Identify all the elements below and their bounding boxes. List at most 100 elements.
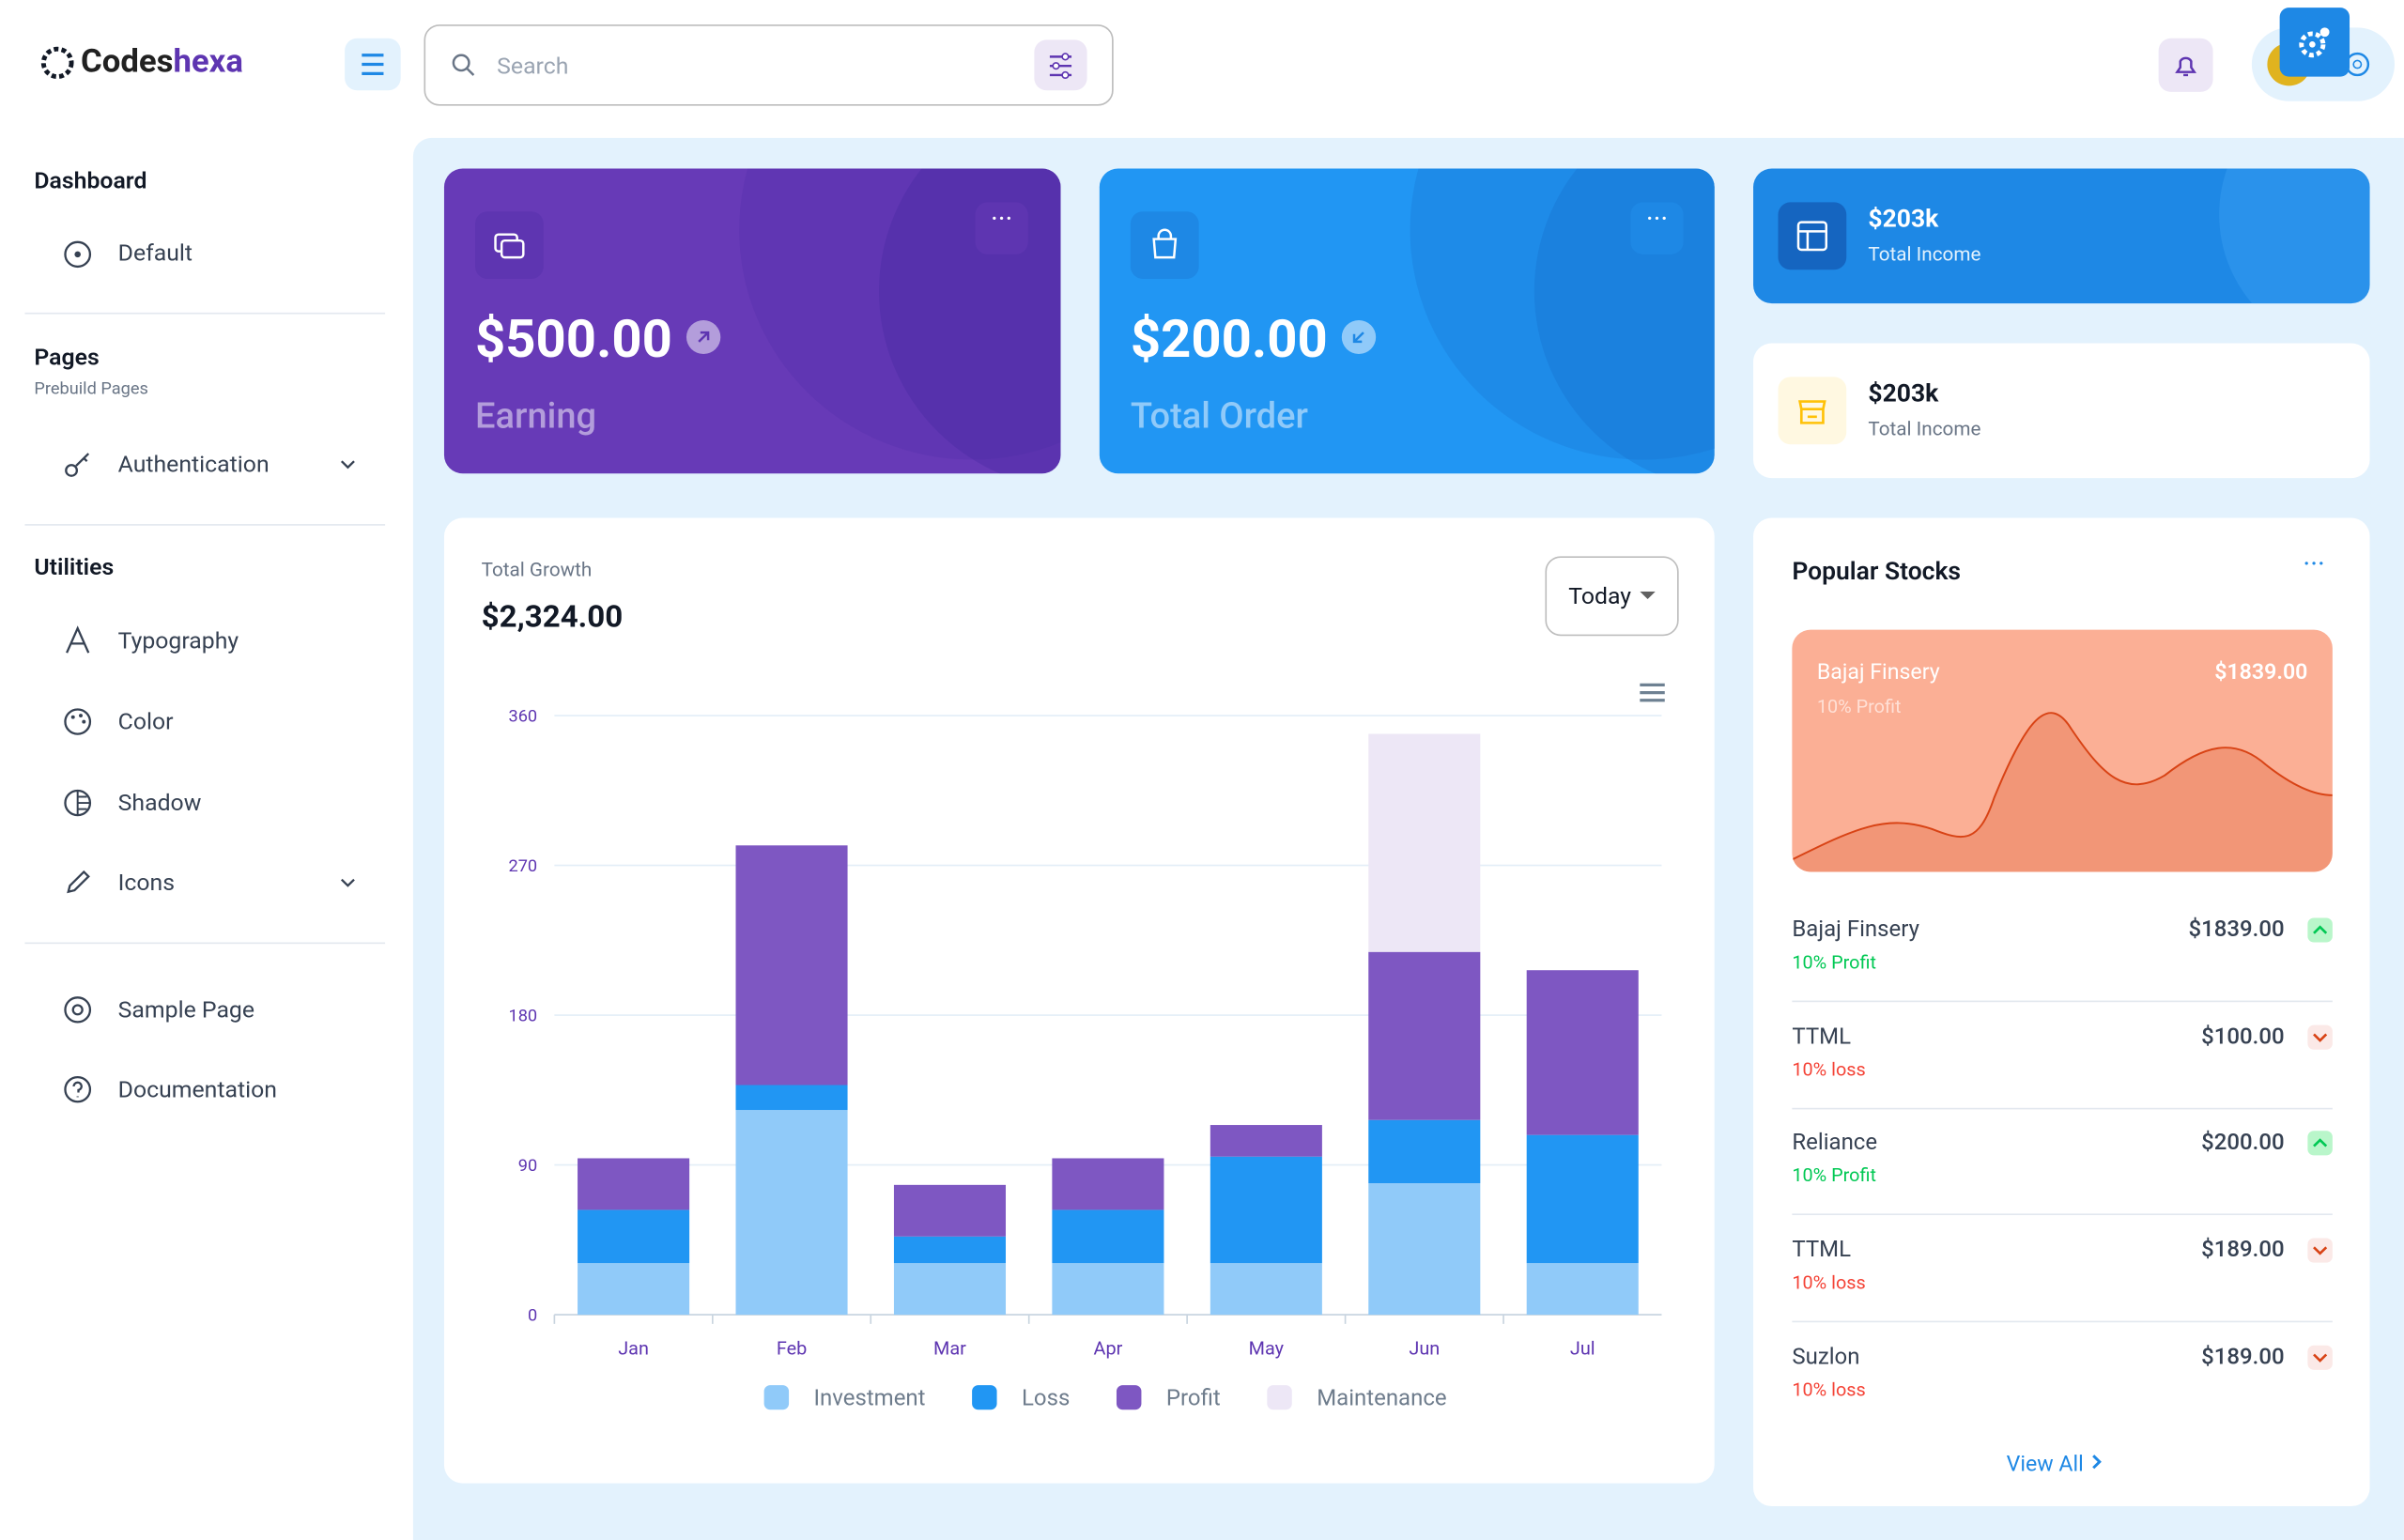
bar-segment	[735, 845, 848, 1086]
bar-segment	[1210, 1263, 1322, 1316]
nav-item[interactable]: Color	[117, 707, 174, 736]
card-value: $200.00	[1130, 309, 1328, 371]
nav-icon	[66, 625, 90, 654]
y-tick-label: 360	[509, 707, 538, 727]
bar-segment	[1052, 1209, 1164, 1264]
bar-segment	[1052, 1158, 1164, 1210]
divider	[1792, 1107, 2333, 1109]
search-box[interactable]: Search	[424, 24, 1114, 106]
stocks-menu[interactable]: ···	[2303, 548, 2325, 581]
period-select[interactable]: Today	[1545, 556, 1679, 637]
trend-icon	[2307, 1131, 2333, 1157]
stock-name: Bajaj Finsery	[1792, 916, 1919, 943]
bar-segment	[893, 1236, 1007, 1264]
filter-button[interactable]	[1034, 39, 1087, 91]
section-title: Utilities	[34, 553, 115, 581]
chevron	[340, 460, 355, 470]
stock-row: TTML $100.00 10% loss	[1792, 1020, 2333, 1112]
stock-price: $189.00	[2201, 1343, 2285, 1370]
x-tick-label: Mar	[933, 1338, 966, 1360]
bar-segment	[578, 1263, 690, 1316]
stocks-panel: Popular Stocks ··· Bajaj Finsery $1839.0…	[1753, 517, 2370, 1507]
nav-item[interactable]: Shadow	[117, 789, 202, 817]
x-tick-label: Feb	[777, 1338, 807, 1360]
stock-row: Bajaj Finsery $1839.00 10% Profit	[1792, 914, 2333, 1006]
nav-icon	[64, 996, 92, 1024]
stock-name: Reliance	[1792, 1130, 1878, 1157]
stocks-title: Popular Stocks	[1792, 556, 1962, 586]
stock-price: $1839.00	[2188, 916, 2285, 943]
nav-item[interactable]: Sample Page	[117, 995, 255, 1024]
featured-stock: Bajaj Finsery $1839.00 10% Profit	[1792, 629, 2333, 872]
stock-row: Reliance $200.00 10% Profit	[1792, 1127, 2333, 1219]
legend-label: Maintenance	[1317, 1385, 1446, 1411]
trend-icon	[2307, 1024, 2333, 1050]
legend-label: Loss	[1022, 1385, 1070, 1411]
card-value: $203k	[1868, 204, 1939, 234]
card-value: $500.00	[475, 309, 672, 371]
legend-swatch	[1267, 1385, 1292, 1410]
featured-price: $1839.00	[2214, 660, 2308, 685]
order-card: ··· $200.00 Total Order	[1099, 168, 1715, 474]
bar-segment	[893, 1184, 1007, 1237]
trend-icon	[2307, 1238, 2333, 1263]
x-tick-label: May	[1249, 1338, 1285, 1360]
bar-segment	[1526, 1134, 1639, 1264]
bar-segment	[1368, 951, 1481, 1120]
view-all-text: View All	[2006, 1452, 2084, 1478]
divider	[24, 942, 386, 945]
nav-icon	[64, 240, 92, 269]
divider	[24, 524, 386, 526]
search-placeholder: Search	[497, 52, 569, 80]
nav-item[interactable]: Typography	[117, 626, 239, 654]
bar-segment	[1526, 970, 1639, 1135]
income-card: $203k Total Income	[1753, 343, 2370, 479]
legend-label: Profit	[1166, 1385, 1221, 1411]
nav-item[interactable]: Icons	[117, 869, 176, 897]
nav-icon	[64, 708, 92, 735]
nav-item[interactable]: Default	[117, 239, 193, 267]
y-tick-label: 90	[518, 1156, 537, 1176]
brand: Codeshexa	[81, 44, 243, 81]
stock-price: $100.00	[2201, 1023, 2285, 1050]
divider	[24, 312, 386, 315]
stock-price: $189.00	[2201, 1237, 2285, 1263]
bar-segment	[735, 1085, 848, 1111]
bar-segment	[1052, 1263, 1164, 1316]
brand-prefix: Codes	[80, 44, 174, 82]
bar-segment	[1526, 1263, 1639, 1316]
x-tick-label: Jan	[618, 1338, 649, 1360]
nav-icon	[64, 789, 92, 817]
featured-name: Bajaj Finsery	[1816, 660, 1940, 685]
bar-segment	[1368, 1183, 1481, 1316]
growth-label: Total Growth	[481, 559, 593, 583]
nav-item[interactable]: Authentication	[117, 450, 270, 479]
featured-change: 10% Profit	[1816, 695, 1902, 717]
notifications[interactable]	[2158, 38, 2213, 92]
nav-item[interactable]: Documentation	[117, 1075, 277, 1103]
logo-icon	[40, 46, 74, 80]
section-title: Pages	[34, 343, 100, 371]
brand-suffix: hexa	[173, 44, 243, 82]
chart-menu[interactable]	[1640, 683, 1665, 702]
divider	[1792, 1214, 2333, 1216]
x-tick-label: Jul	[1570, 1338, 1595, 1360]
stock-name: TTML	[1792, 1023, 1852, 1050]
bar-segment	[1368, 733, 1481, 952]
card-label: Earning	[475, 395, 597, 438]
chevron	[340, 878, 355, 887]
earning-card: ··· $500.00 Earning	[443, 168, 1061, 474]
card-value: $203k	[1868, 378, 1939, 408]
stock-row: Suzlon $189.00 10% loss	[1792, 1340, 2333, 1432]
menu-toggle[interactable]	[345, 38, 401, 91]
settings-fab[interactable]	[2279, 8, 2350, 77]
legend-swatch	[763, 1385, 790, 1410]
view-all[interactable]: View All	[2007, 1453, 2105, 1477]
stock-change: 10% loss	[1792, 1271, 1866, 1294]
stock-name: Suzlon	[1792, 1343, 1860, 1370]
nav-icon	[64, 1076, 92, 1103]
bar-segment	[1368, 1119, 1481, 1184]
bar-segment	[578, 1209, 690, 1264]
bar-segment	[1210, 1156, 1322, 1264]
